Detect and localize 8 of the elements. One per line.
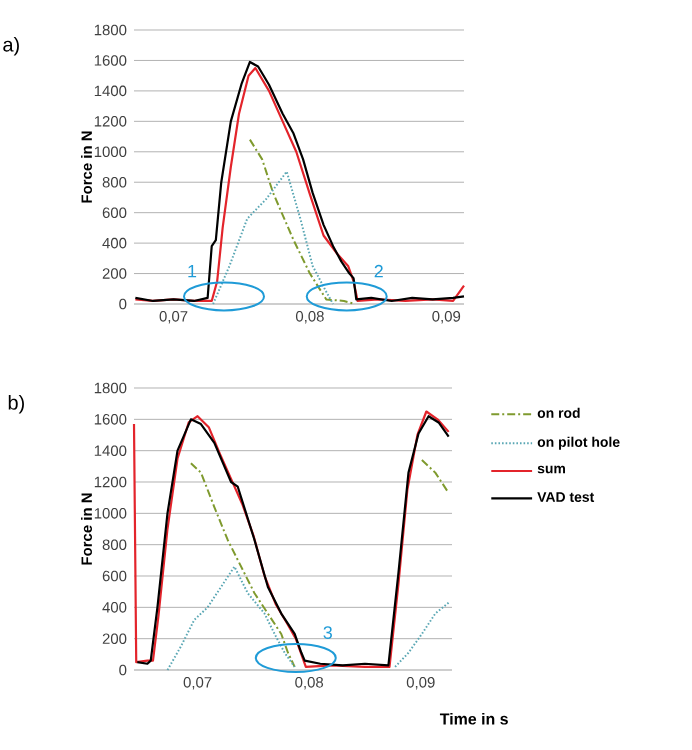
chart-title: b) — [8, 395, 24, 414]
annotation: 2 — [374, 264, 383, 278]
annotation: 3 — [323, 626, 332, 639]
annotation: 1 — [188, 265, 197, 278]
line-series — [212, 170, 335, 306]
line-series — [394, 601, 450, 668]
chart-title: a) — [3, 37, 19, 56]
line-series — [248, 138, 356, 306]
